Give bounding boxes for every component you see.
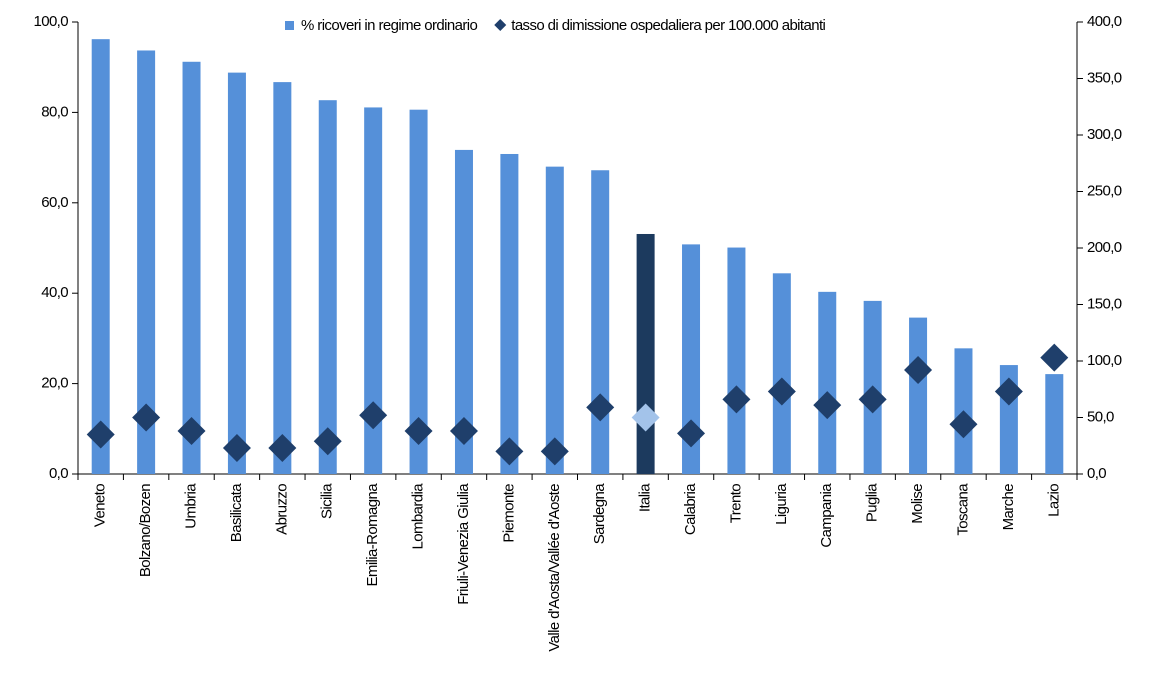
bar bbox=[273, 82, 292, 474]
legend-swatch bbox=[494, 19, 507, 31]
x-tick-label: Sicilia bbox=[319, 483, 336, 519]
diamond-marker bbox=[222, 434, 251, 463]
diamond-marker bbox=[586, 393, 615, 422]
x-tick-label: Lombardia bbox=[410, 483, 427, 550]
bar bbox=[909, 317, 928, 474]
diamond-marker bbox=[177, 417, 206, 446]
x-tick-label: Molise bbox=[909, 484, 926, 524]
y-tick-label: 100,0 bbox=[33, 13, 68, 30]
bar bbox=[227, 72, 246, 475]
diamond-marker bbox=[540, 437, 569, 466]
y2-tick-label: 350,0 bbox=[1087, 69, 1122, 86]
bar bbox=[318, 100, 337, 475]
diamond-marker bbox=[631, 403, 660, 432]
diamond-marker bbox=[313, 427, 342, 456]
y-tick-label: 40,0 bbox=[41, 284, 68, 301]
x-tick-label: Campania bbox=[818, 483, 835, 548]
x-tick-label: Umbria bbox=[182, 483, 199, 529]
bar bbox=[454, 149, 473, 474]
bar bbox=[1045, 374, 1064, 474]
y-tick-label: 80,0 bbox=[41, 103, 68, 120]
x-tick-label: Trento bbox=[727, 484, 744, 523]
bar bbox=[818, 291, 837, 474]
bar bbox=[591, 170, 610, 475]
x-tick-label: Puglia bbox=[864, 483, 881, 522]
y2-tick-label: 200,0 bbox=[1087, 239, 1122, 256]
diamond-marker bbox=[767, 377, 796, 406]
y2-tick-label: 400,0 bbox=[1087, 13, 1122, 30]
bar bbox=[91, 39, 110, 475]
diamond-marker bbox=[722, 385, 751, 414]
bar bbox=[682, 244, 701, 474]
diamond-marker bbox=[904, 356, 933, 385]
x-tick-label: Basilicata bbox=[228, 483, 245, 542]
x-tick-label: Bolzano/Bozen bbox=[137, 484, 154, 577]
x-tick-label: Marche bbox=[1000, 484, 1017, 531]
diamond-marker bbox=[1040, 343, 1069, 372]
y2-tick-label: 150,0 bbox=[1087, 295, 1122, 312]
bar bbox=[545, 166, 564, 474]
diamond-marker bbox=[858, 385, 887, 414]
y2-tick-label: 0,0 bbox=[1087, 465, 1106, 482]
x-tick-label: Toscana bbox=[954, 483, 971, 536]
y2-tick-label: 250,0 bbox=[1087, 182, 1122, 199]
diamond-marker bbox=[949, 410, 978, 439]
x-tick-label: Lazio bbox=[1045, 484, 1062, 517]
x-tick-label: Piemonte bbox=[500, 484, 517, 543]
x-tick-label: Sardegna bbox=[591, 483, 608, 545]
y2-tick-label: 100,0 bbox=[1087, 352, 1122, 369]
diamond-marker bbox=[495, 437, 524, 466]
y-tick-label: 20,0 bbox=[41, 375, 68, 392]
bar bbox=[727, 247, 746, 474]
diamond-marker bbox=[359, 401, 388, 430]
x-tick-label: Abruzzo bbox=[273, 484, 290, 535]
bar bbox=[409, 109, 428, 475]
y-tick-label: 60,0 bbox=[41, 194, 68, 211]
diamond-marker bbox=[132, 403, 161, 432]
x-tick-label: Veneto bbox=[92, 484, 109, 527]
diamond-marker bbox=[449, 417, 478, 446]
x-tick-label: Italia bbox=[637, 483, 654, 512]
y-tick-label: 0,0 bbox=[49, 465, 68, 482]
bar bbox=[772, 273, 791, 474]
bar bbox=[137, 50, 156, 474]
x-tick-label: Emilia-Romagna bbox=[364, 483, 381, 587]
x-tick-label: Friuli-Venezia Giulia bbox=[455, 483, 472, 605]
x-tick-label: Liguria bbox=[773, 483, 790, 525]
diamond-marker bbox=[994, 377, 1023, 406]
diamond-marker bbox=[677, 419, 706, 448]
x-tick-label: Valle d'Aosta/Vallée d'Aoste bbox=[546, 484, 563, 652]
diamond-marker bbox=[268, 434, 297, 463]
bar bbox=[636, 233, 655, 474]
diamond-marker bbox=[404, 417, 433, 446]
x-tick-label: Calabria bbox=[682, 483, 699, 535]
legend-label: % ricoveri in regime ordinario bbox=[301, 17, 477, 34]
bar bbox=[182, 61, 201, 474]
bar bbox=[364, 107, 383, 474]
legend-swatch bbox=[285, 21, 294, 30]
y2-tick-label: 50,0 bbox=[1087, 408, 1114, 425]
diamond-marker bbox=[86, 420, 115, 449]
legend-label: tasso di dimissione ospedaliera per 100.… bbox=[511, 17, 825, 34]
y2-tick-label: 300,0 bbox=[1087, 126, 1122, 143]
diamond-marker bbox=[813, 391, 842, 420]
bar bbox=[500, 153, 519, 474]
